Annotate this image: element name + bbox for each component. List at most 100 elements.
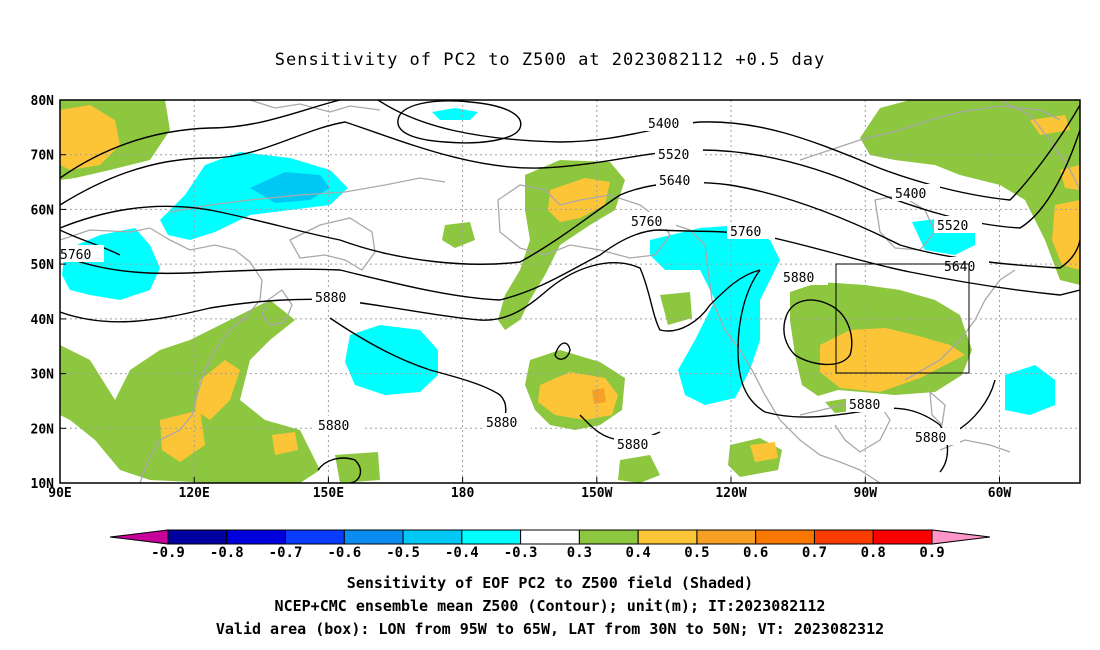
lon-label: 120E	[179, 486, 210, 501]
shade-yel-nw	[60, 105, 120, 170]
coast-japan	[261, 289, 293, 326]
contour-label: 5520	[937, 219, 968, 234]
shade-yel-small1	[750, 442, 778, 462]
contour-label: 5880	[915, 431, 946, 446]
coast-east-us	[904, 269, 1016, 381]
tick-marks	[60, 99, 1000, 483]
coast-kamchatka	[289, 217, 376, 271]
coast-florida	[929, 390, 946, 427]
colorbar-swatch	[461, 529, 522, 545]
caption-line-1: Sensitivity of EOF PC2 to Z500 field (Sh…	[346, 574, 754, 592]
colorbar-label: 0.7	[802, 545, 827, 561]
coast-greenland	[999, 100, 1080, 191]
colorbar-label: 0.8	[861, 545, 886, 561]
coastlines	[60, 100, 1080, 483]
contour-label: 5640	[659, 174, 690, 189]
coast-siberia	[169, 177, 446, 213]
colorbar-swatch	[637, 529, 698, 545]
shade-yel-arctic3	[1060, 165, 1080, 190]
shade-pos-small1	[618, 455, 660, 483]
contour-label: 5880	[849, 398, 880, 413]
contour-label: 5760	[730, 225, 761, 240]
lat-labels: 80N 70N 60N 50N 40N 30N 20N 10N	[31, 94, 55, 492]
lon-label: 120W	[715, 486, 746, 501]
lon-label: 150W	[581, 486, 612, 501]
shade-neg-gulf	[650, 225, 780, 405]
page-title: Sensitivity of PC2 to Z500 at 2023082112…	[274, 50, 826, 70]
colorbar-label: -0.7	[269, 545, 303, 561]
shade-yel-usa	[820, 328, 965, 392]
lon-label: 90E	[48, 486, 71, 501]
contour-label: 5400	[648, 117, 679, 132]
shade-neg-atlantic	[1005, 365, 1055, 415]
contour-labels: 5400 5520 5640 5760 5400 5520 5640 5760 …	[60, 114, 989, 453]
colorbar-swatch	[343, 529, 404, 545]
lon-labels: 90E 120E 150E 180 150W 120W 90W 60W	[48, 486, 1011, 501]
lat-label: 50N	[31, 258, 55, 273]
colorbar-swatch	[813, 529, 874, 545]
contour-label: 5400	[895, 187, 926, 202]
lon-label: 60W	[988, 486, 1012, 501]
caption-line-2: NCEP+CMC ensemble mean Z500 (Contour); u…	[274, 597, 826, 615]
coast-namerica-w	[659, 219, 881, 483]
shade-yel-hawaii	[538, 372, 618, 420]
shade-yel-arctic2	[1052, 200, 1080, 270]
colorbar-swatch	[402, 529, 463, 545]
contour-5880-f	[954, 379, 996, 433]
colorbar-swatch	[226, 529, 287, 545]
contour-label: 5760	[631, 215, 662, 230]
lat-label: 20N	[31, 422, 55, 437]
lat-label: 30N	[31, 368, 55, 383]
lon-label: 180	[451, 486, 475, 501]
contour-label: 5880	[486, 416, 517, 431]
colorbar-swatch	[872, 529, 933, 545]
contour-5880-loop	[783, 299, 853, 366]
colorbar-label: 0.5	[684, 545, 709, 561]
lat-label: 40N	[31, 313, 55, 328]
colorbar-label: -0.9	[151, 545, 185, 561]
shade-org-hawaii	[592, 388, 606, 404]
valid-area-box	[835, 263, 970, 374]
colorbar-label: -0.4	[445, 545, 479, 561]
colorbar-label: -0.6	[327, 545, 361, 561]
contour-5880-a	[60, 262, 761, 332]
colorbar-triangle-left	[109, 529, 169, 545]
colorbar-swatch	[696, 529, 757, 545]
contour-5400	[60, 100, 1080, 201]
contour-label: 5880	[315, 291, 346, 306]
colorbar-label: 0.3	[567, 545, 592, 561]
shade-neg-core	[250, 172, 330, 203]
grid-lines	[60, 100, 1080, 483]
shade-pos-small2	[660, 292, 692, 325]
shade-pos-arctic	[860, 100, 1080, 285]
shade-neg-npac	[345, 325, 438, 395]
colorbar-triangle-right	[931, 529, 991, 545]
colorbar-label: 0.9	[919, 545, 944, 561]
contour-5760-b	[60, 229, 121, 256]
contour-label: 5520	[658, 148, 689, 163]
colorbar: -0.9 -0.8 -0.7 -0.6 -0.5 -0.4 -0.3 0.3 0.4 0.5 0.6…	[109, 529, 991, 561]
shade-yel-asia2	[160, 410, 205, 462]
sensitivity-shading	[60, 100, 1080, 483]
contour-label: 5880	[783, 271, 814, 286]
colorbar-swatch	[285, 529, 345, 545]
coast-arctic-is	[249, 100, 381, 113]
contour-low	[397, 100, 522, 144]
coast-gulf	[799, 399, 891, 453]
shade-pos-east-asia	[60, 300, 320, 483]
caption-line-3: Valid area (box): LON from 95W to 65W, L…	[215, 620, 885, 638]
colorbar-swatch	[578, 529, 639, 545]
map-frame	[59, 99, 1081, 484]
lon-label: 150E	[313, 486, 344, 501]
shade-pos-dateline	[442, 222, 475, 248]
z500-contours	[60, 100, 1080, 483]
colorbar-label: -0.8	[210, 545, 244, 561]
coast-east-asia	[60, 227, 263, 483]
shade-yel-asia1	[195, 360, 240, 420]
contour-label: 5760	[60, 248, 91, 263]
lat-label: 80N	[31, 94, 55, 109]
lat-label: 60N	[31, 203, 55, 218]
colorbar-swatch	[167, 529, 228, 545]
contour-label: 5880	[318, 419, 349, 434]
colorbar-label: 0.6	[743, 545, 768, 561]
